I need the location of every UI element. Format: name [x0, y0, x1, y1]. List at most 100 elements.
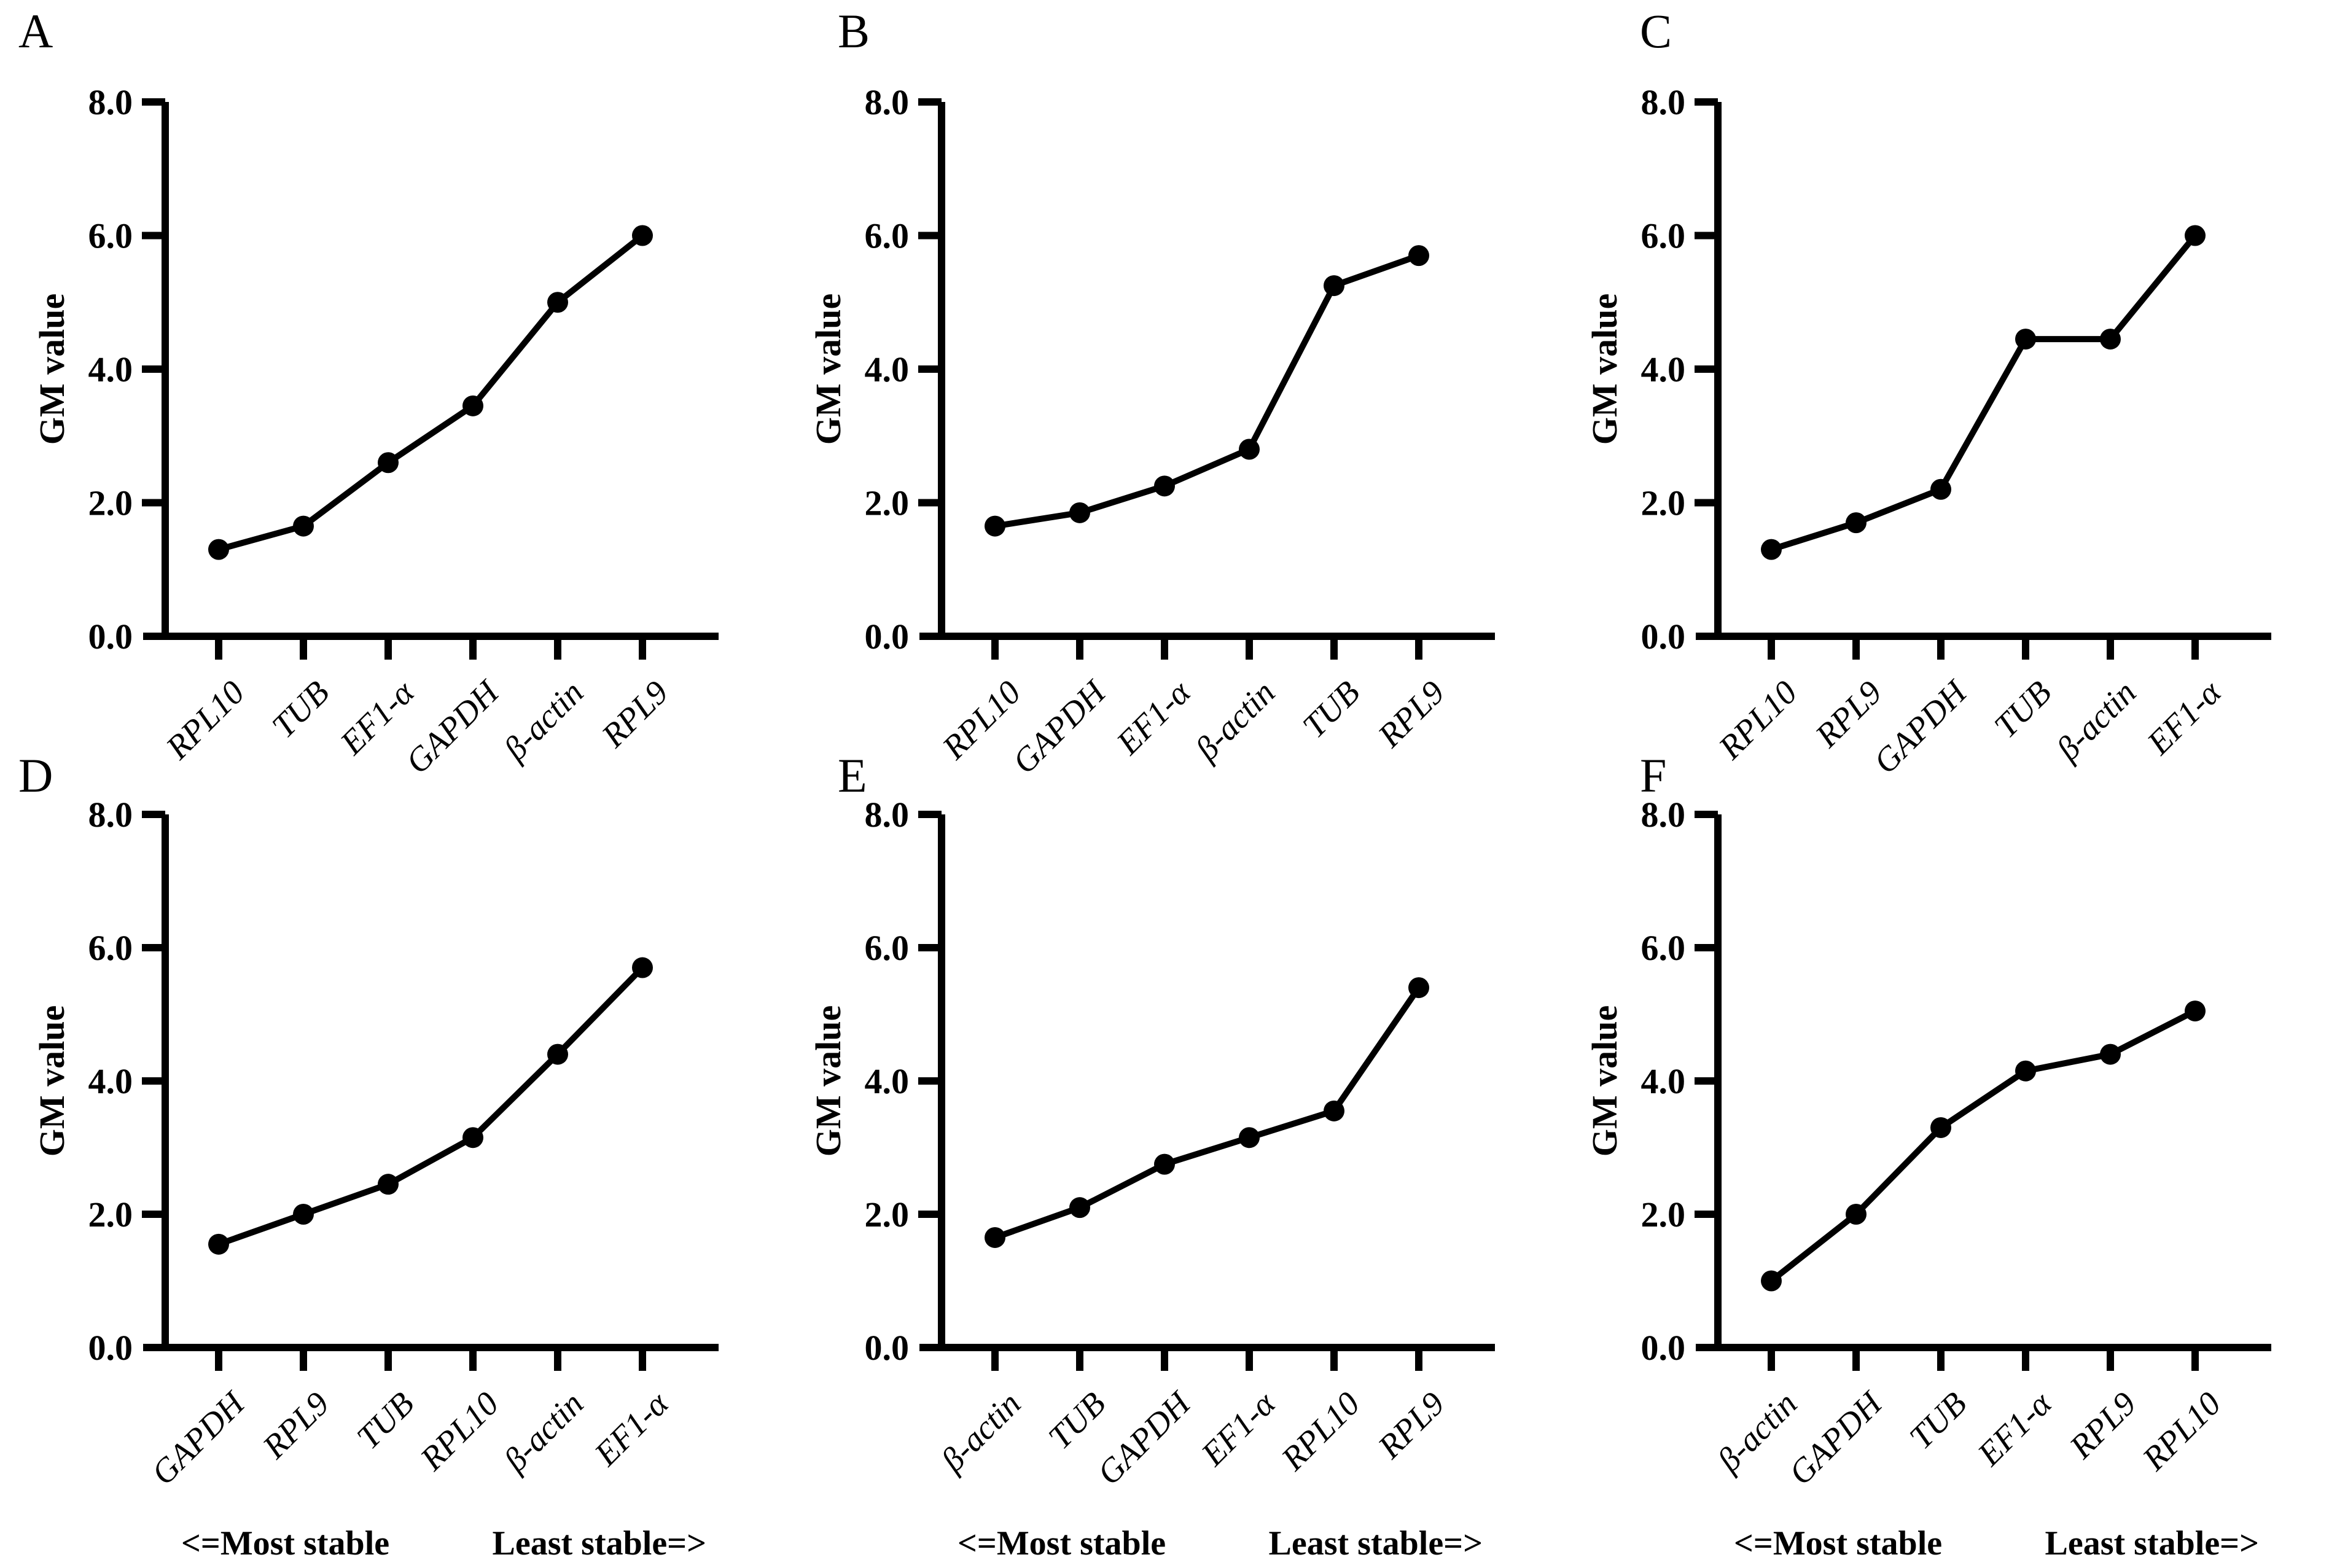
- data-point: [1846, 1204, 1867, 1225]
- y-tick-label: 4.0: [865, 1061, 910, 1101]
- x-tick-label: GAPDH: [1867, 672, 1975, 781]
- y-tick-label: 4.0: [88, 1061, 133, 1101]
- series-line: [994, 986, 1422, 1241]
- y-tick-label: 6.0: [865, 216, 910, 256]
- y-tick-label: 4.0: [1641, 349, 1686, 389]
- data-point: [2015, 1060, 2036, 1082]
- y-tick-label: 6.0: [88, 216, 133, 256]
- panel-letter-B: B: [838, 4, 870, 58]
- data-point: [632, 225, 653, 246]
- data-point: [1324, 275, 1344, 297]
- data-point: [293, 515, 314, 537]
- data-point: [1069, 1197, 1090, 1219]
- x-tick-label: EF1-α: [1193, 1384, 1282, 1473]
- data-point: [1408, 977, 1429, 999]
- stability-axis-caption: <=Most stable Least stable=>: [181, 1526, 706, 1561]
- chart-B: 0.02.04.06.08.0GM valueRPL10GAPDHEF1-αβ-…: [808, 82, 1495, 781]
- least-stable-label: Least stable=>: [492, 1524, 706, 1562]
- data-point: [462, 395, 483, 416]
- x-tick-label: RPL9: [1370, 673, 1451, 754]
- x-tick-label: β-actin: [934, 1384, 1028, 1479]
- panel-letter-C: C: [1640, 4, 1672, 58]
- data-point: [293, 1204, 314, 1225]
- y-axis-title: GM value: [32, 1005, 72, 1156]
- data-point: [1154, 475, 1175, 497]
- x-tick-label: RPL10: [2135, 1384, 2228, 1478]
- data-point: [1930, 1117, 1951, 1138]
- y-tick-label: 6.0: [865, 928, 910, 968]
- panel-F: F 0.0 2.0 4.0 6.0 8.0 GM value β-actin GAPDH TUB…: [1553, 752, 2329, 1568]
- least-stable-label: Least stable=>: [2045, 1524, 2259, 1562]
- stability-axis-caption: <=Most stable Least stable=>: [958, 1526, 1483, 1561]
- y-tick-label: 8.0: [865, 795, 910, 835]
- x-tick-label: GAPDH: [1005, 672, 1114, 781]
- data-point: [1408, 245, 1429, 267]
- data-point: [985, 1227, 1005, 1248]
- x-tick-label: TUB: [349, 1384, 421, 1456]
- stability-axis-caption: <=Most stable Least stable=>: [1734, 1526, 2259, 1561]
- data-point: [985, 515, 1005, 537]
- most-stable-label: <=Most stable: [958, 1524, 1166, 1562]
- y-tick-label: 0.0: [865, 1328, 910, 1368]
- series-line: [217, 965, 645, 1247]
- series-line: [217, 233, 645, 553]
- least-stable-label: Least stable=>: [1268, 1524, 1483, 1562]
- data-point: [2015, 329, 2036, 350]
- data-point: [2185, 1000, 2206, 1022]
- panel-D: D 0.0 2.0 4.0 6.0 8.0 GM value GAPDH RPL9 TUB RPL…: [0, 752, 776, 1568]
- series-line: [1770, 233, 2198, 553]
- data-point: [462, 1127, 483, 1149]
- y-tick-label: 0.0: [88, 1328, 133, 1368]
- data-point: [1069, 502, 1090, 523]
- y-tick-label: 8.0: [88, 795, 133, 835]
- y-axis-title: GM value: [808, 1005, 848, 1156]
- data-point: [1239, 1127, 1260, 1149]
- data-point: [208, 1233, 229, 1255]
- chart-E: 0.0 2.0 4.0 6.0 8.0 GM value β-actin TUBGAPDHEF…: [808, 795, 1495, 1492]
- data-point: [632, 957, 653, 978]
- y-tick-label: 2.0: [88, 483, 133, 523]
- x-tick-label: RPL10: [413, 1384, 506, 1478]
- data-point: [547, 292, 568, 313]
- data-point: [2185, 225, 2206, 246]
- x-tick-label: TUB: [1987, 673, 2059, 745]
- x-tick-label: GAPDH: [1782, 1383, 1890, 1492]
- data-point: [2100, 1043, 2121, 1065]
- y-tick-label: 6.0: [1641, 216, 1686, 256]
- x-tick-label: GAPDH: [399, 672, 507, 781]
- y-tick-label: 0.0: [1641, 617, 1686, 657]
- x-tick-label: EF1-α: [1109, 673, 1198, 762]
- x-tick-label: RPL10: [1711, 673, 1804, 766]
- panel-letter-E: E: [838, 749, 867, 802]
- x-tick-label: TUB: [1902, 1384, 1974, 1456]
- y-tick-label: 4.0: [1641, 1061, 1686, 1101]
- x-tick-label: TUB: [265, 673, 337, 745]
- x-tick-label: β-actin: [1188, 673, 1282, 768]
- y-axis-title: GM value: [1585, 1005, 1625, 1156]
- series-line: [994, 252, 1420, 529]
- y-tick-label: 0.0: [865, 617, 910, 657]
- data-point: [1239, 439, 1260, 460]
- panel-letter-F: F: [1640, 749, 1667, 802]
- y-tick-label: 2.0: [1641, 483, 1686, 523]
- chart-D: 0.0 2.0 4.0 6.0 8.0 GM value GAPDH RPL9 TUBRPL10…: [32, 795, 719, 1492]
- y-tick-label: 0.0: [1641, 1328, 1686, 1368]
- data-point: [1930, 478, 1951, 500]
- x-tick-label: EF1-α: [1970, 1384, 2059, 1473]
- x-tick-label: RPL9: [1370, 1384, 1451, 1465]
- x-tick-label: RPL10: [158, 673, 252, 766]
- x-tick-label: β-actin: [2049, 673, 2144, 768]
- x-tick-label: β-actin: [496, 673, 591, 768]
- y-tick-label: 6.0: [88, 928, 133, 968]
- y-axis-title: GM value: [808, 294, 848, 445]
- y-tick-label: 8.0: [1641, 82, 1686, 122]
- y-tick-label: 0.0: [88, 617, 133, 657]
- y-axis-title: GM value: [32, 294, 72, 445]
- x-tick-label: RPL10: [1274, 1384, 1367, 1478]
- most-stable-label: <=Most stable: [1734, 1524, 1943, 1562]
- y-tick-label: 2.0: [865, 483, 910, 523]
